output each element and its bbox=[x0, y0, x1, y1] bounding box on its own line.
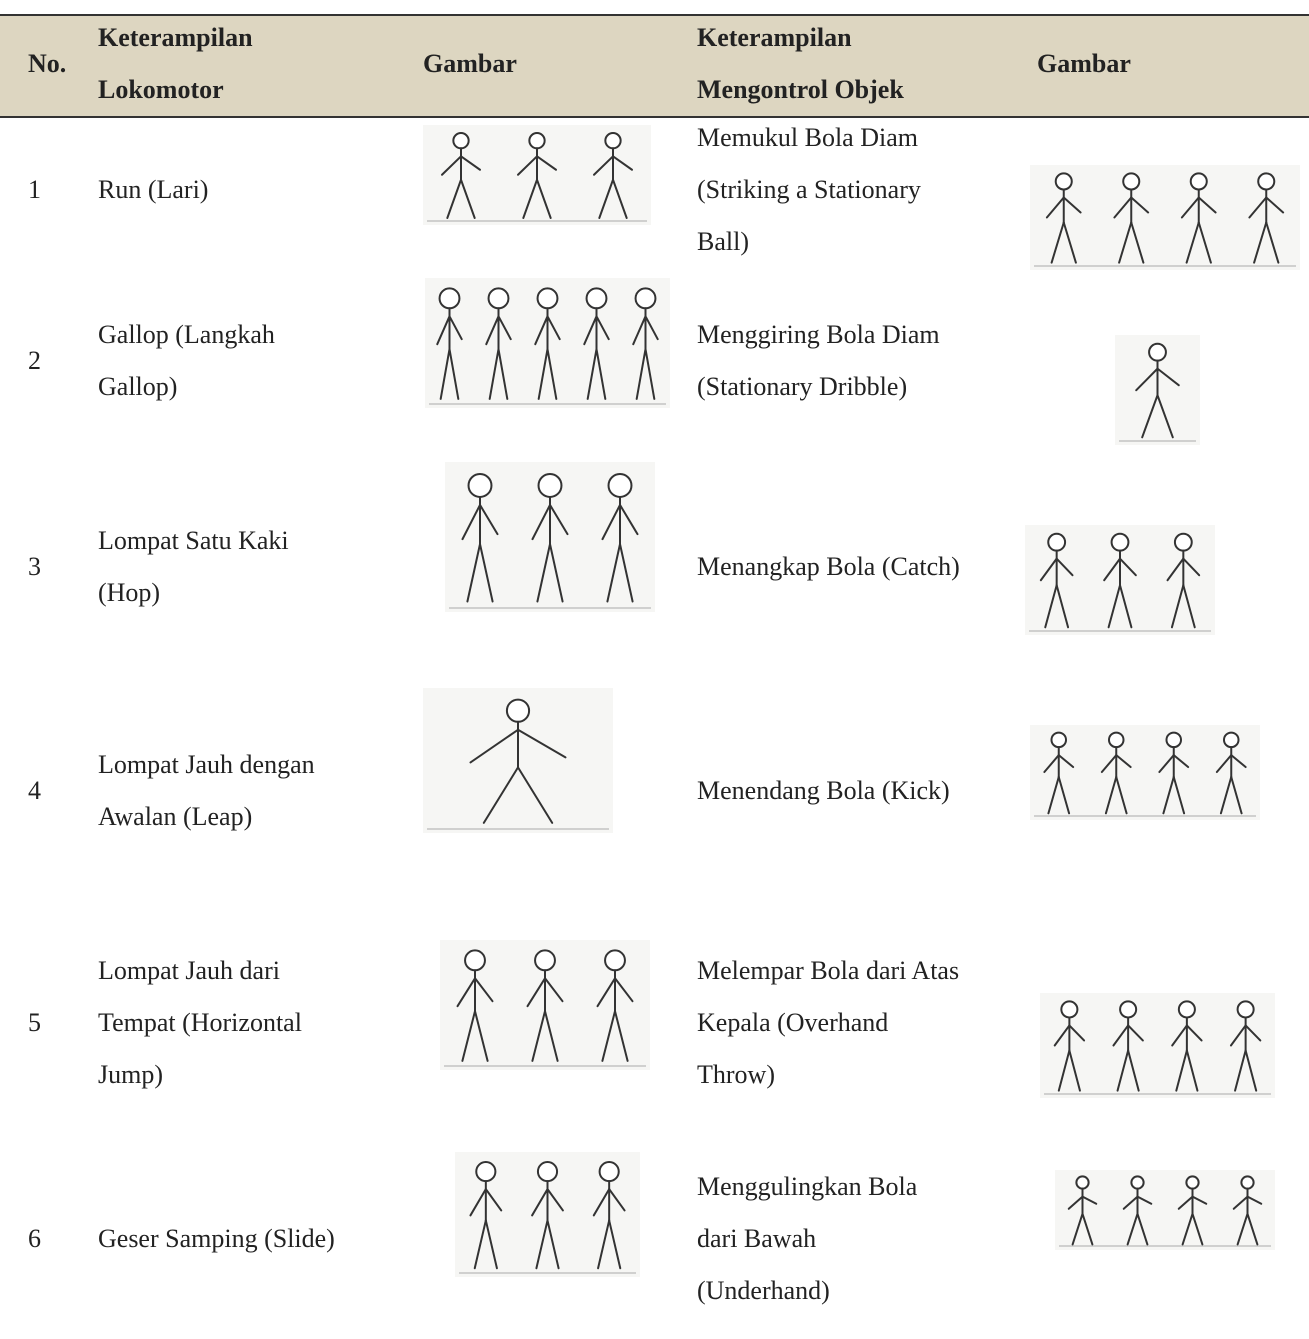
cell-text: Lokomotor bbox=[98, 75, 224, 104]
cell-text: Menendang Bola (Kick) bbox=[697, 776, 950, 805]
cell-text: Gallop (Langkah bbox=[98, 320, 275, 349]
cell-text: Mengontrol Objek bbox=[697, 75, 904, 104]
illustration bbox=[423, 125, 651, 225]
table-cell: Lompat Satu Kaki (Hop) bbox=[98, 467, 289, 667]
table-cell: Lompat Jauh dari Tempat (Horizontal Jump) bbox=[98, 923, 302, 1123]
cell-text: (Stationary Dribble) bbox=[697, 372, 908, 401]
table-cell: Gallop (Langkah Gallop) bbox=[98, 261, 275, 461]
cell-text: Memukul Bola Diam bbox=[697, 123, 918, 152]
illustration bbox=[1040, 993, 1275, 1098]
table-cell: Geser Samping (Slide) bbox=[98, 1139, 335, 1339]
table-cell: Melempar Bola dari Atas Kepala (Overhand T… bbox=[697, 923, 959, 1123]
cell-text: Menggiring Bola Diam bbox=[697, 320, 940, 349]
illustration bbox=[1115, 335, 1200, 445]
cell-text: 5 bbox=[28, 1008, 41, 1037]
cell-text: Menggulingkan Bola bbox=[697, 1172, 918, 1201]
cell-text: 3 bbox=[28, 552, 41, 581]
table-cell: 3 bbox=[28, 467, 41, 667]
table-cell: Menggulingkan Bola dari Bawah (Underhand) bbox=[697, 1139, 917, 1339]
cell-text: Run (Lari) bbox=[98, 175, 209, 204]
cell-text: Gambar bbox=[423, 49, 517, 78]
illustration bbox=[455, 1152, 640, 1277]
cell-text: Kepala (Overhand bbox=[697, 1008, 889, 1037]
cell-text: Throw) bbox=[697, 1060, 775, 1089]
cell-text: 4 bbox=[28, 776, 41, 805]
cell-text: Gambar bbox=[1037, 49, 1131, 78]
cell-text: (Hop) bbox=[98, 578, 161, 607]
table-cell: Lompat Jauh dengan Awalan (Leap) bbox=[98, 691, 315, 891]
table-cell: Menendang Bola (Kick) bbox=[697, 691, 950, 891]
table-cell: 2 bbox=[28, 261, 41, 461]
cell-text: Lompat Jauh dengan bbox=[98, 750, 315, 779]
table-cell: 5 bbox=[28, 923, 41, 1123]
cell-text: dari Bawah bbox=[697, 1224, 817, 1253]
cell-text: Melempar Bola dari Atas bbox=[697, 956, 960, 985]
cell-text: No. bbox=[28, 49, 67, 78]
header-cell: No. bbox=[28, 0, 66, 164]
header-cell: Keterampilan Lokomotor bbox=[98, 0, 253, 164]
cell-text: Lompat Jauh dari bbox=[98, 956, 280, 985]
cell-text: Keterampilan bbox=[697, 23, 852, 52]
cell-text: Geser Samping (Slide) bbox=[98, 1224, 335, 1253]
table-cell: Run (Lari) bbox=[98, 90, 208, 290]
table-cell: Menggiring Bola Diam (Stationary Dribble) bbox=[697, 261, 940, 461]
cell-text: Lompat Satu Kaki bbox=[98, 526, 289, 555]
header-cell: Gambar bbox=[1037, 0, 1131, 164]
illustration bbox=[423, 688, 613, 833]
table-cell: 1 bbox=[28, 90, 41, 290]
cell-text: 2 bbox=[28, 346, 41, 375]
table-cell: Menangkap Bola (Catch) bbox=[697, 467, 960, 667]
table-cell: 6 bbox=[28, 1139, 41, 1339]
cell-text: Menangkap Bola (Catch) bbox=[697, 552, 960, 581]
table-cell: Memukul Bola Diam (Striking a Stationary B… bbox=[697, 90, 921, 290]
table-cell: 4 bbox=[28, 691, 41, 891]
header-band bbox=[0, 14, 1309, 118]
cell-text: 6 bbox=[28, 1224, 41, 1253]
cell-text: (Underhand) bbox=[697, 1276, 830, 1305]
cell-text: Ball) bbox=[697, 227, 749, 256]
illustration bbox=[440, 940, 650, 1070]
cell-text: (Striking a Stationary bbox=[697, 175, 921, 204]
cell-text: Awalan (Leap) bbox=[98, 802, 253, 831]
illustration bbox=[445, 462, 655, 612]
cell-text: Jump) bbox=[98, 1060, 163, 1089]
cell-text: Gallop) bbox=[98, 372, 178, 401]
illustration bbox=[1025, 525, 1215, 635]
illustration bbox=[1055, 1170, 1275, 1250]
cell-text: 1 bbox=[28, 175, 41, 204]
illustration bbox=[425, 278, 670, 408]
cell-text: Keterampilan bbox=[98, 23, 253, 52]
illustration bbox=[1030, 725, 1260, 820]
illustration bbox=[1030, 165, 1300, 270]
header-cell: Gambar bbox=[423, 0, 517, 164]
cell-text: Tempat (Horizontal bbox=[98, 1008, 302, 1037]
header-cell: Keterampilan Mengontrol Objek bbox=[697, 0, 904, 164]
